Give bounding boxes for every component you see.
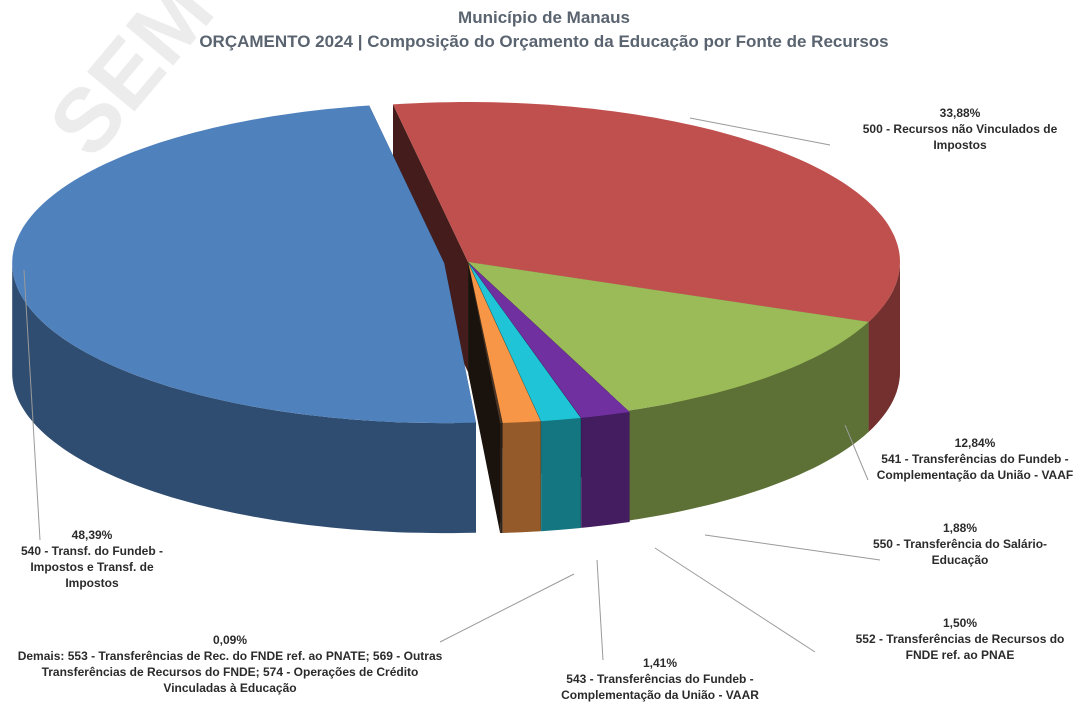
leader-line	[844, 424, 869, 481]
value-label: 1,88%	[942, 521, 978, 535]
value-label: 48,39%	[71, 528, 113, 542]
data-label: 1,50% 552 - Transferências de Recursos do…	[840, 615, 1080, 663]
value-label: 1,41%	[642, 656, 678, 670]
data-label: 48,39% 540 - Transf. do Fundeb - Impostos…	[7, 527, 177, 591]
category-label: 540 - Transf. do Fundeb - Impostos e Tra…	[20, 544, 163, 590]
value-label: 12,84%	[954, 436, 996, 450]
category-label: 541 - Transferências do Fundeb - Complem…	[876, 452, 1074, 482]
data-label: 1,88% 550 - Transferência do Salário-Educ…	[865, 520, 1055, 568]
slice-wall	[12, 263, 476, 534]
leader-line	[654, 547, 816, 653]
leader-line	[596, 559, 604, 661]
category-label: 550 - Transferência do Salário-Educação	[872, 537, 1048, 567]
slice	[12, 105, 476, 424]
leader-line	[689, 117, 831, 146]
leader-line	[439, 573, 575, 643]
data-label: 1,41% 543 - Transferências do Fundeb - Co…	[535, 655, 785, 703]
slice-wall	[581, 412, 630, 528]
slice-wall	[868, 262, 900, 432]
slice-wall	[628, 321, 869, 521]
slice	[468, 263, 541, 423]
category-label: 500 - Recursos não Vinculados de Imposto…	[862, 122, 1058, 152]
slice	[469, 263, 630, 418]
leader-line	[23, 269, 41, 541]
value-label: 1,50%	[942, 616, 978, 630]
chart-title: Município de Manaus	[458, 8, 630, 27]
leader-line	[704, 534, 881, 561]
slice-wall	[502, 421, 541, 533]
chart-subtitle: ORÇAMENTO 2024 | Composição do Orçamento…	[199, 32, 889, 51]
data-label: 33,88% 500 - Recursos não Vinculados de I…	[855, 105, 1065, 153]
slice	[468, 263, 503, 423]
value-label: 33,88%	[939, 106, 981, 120]
data-label: 0,09% Demais: 553 - Transferências de Rec…	[10, 632, 450, 696]
value-label: 0,09%	[212, 633, 248, 647]
category-label: 552 - Transferências de Recursos do FNDE…	[855, 632, 1065, 662]
slice	[393, 102, 900, 322]
slice	[468, 263, 581, 422]
slice-side	[468, 263, 501, 533]
slice	[468, 262, 869, 411]
category-label: 543 - Transferências do Fundeb - Complem…	[561, 672, 759, 702]
data-label: 12,84% 541 - Transferências do Fundeb - C…	[850, 435, 1088, 483]
slice-wall	[541, 418, 581, 532]
slice-wall	[500, 423, 503, 533]
category-label: Demais: 553 - Transferências de Rec. do …	[17, 649, 443, 695]
